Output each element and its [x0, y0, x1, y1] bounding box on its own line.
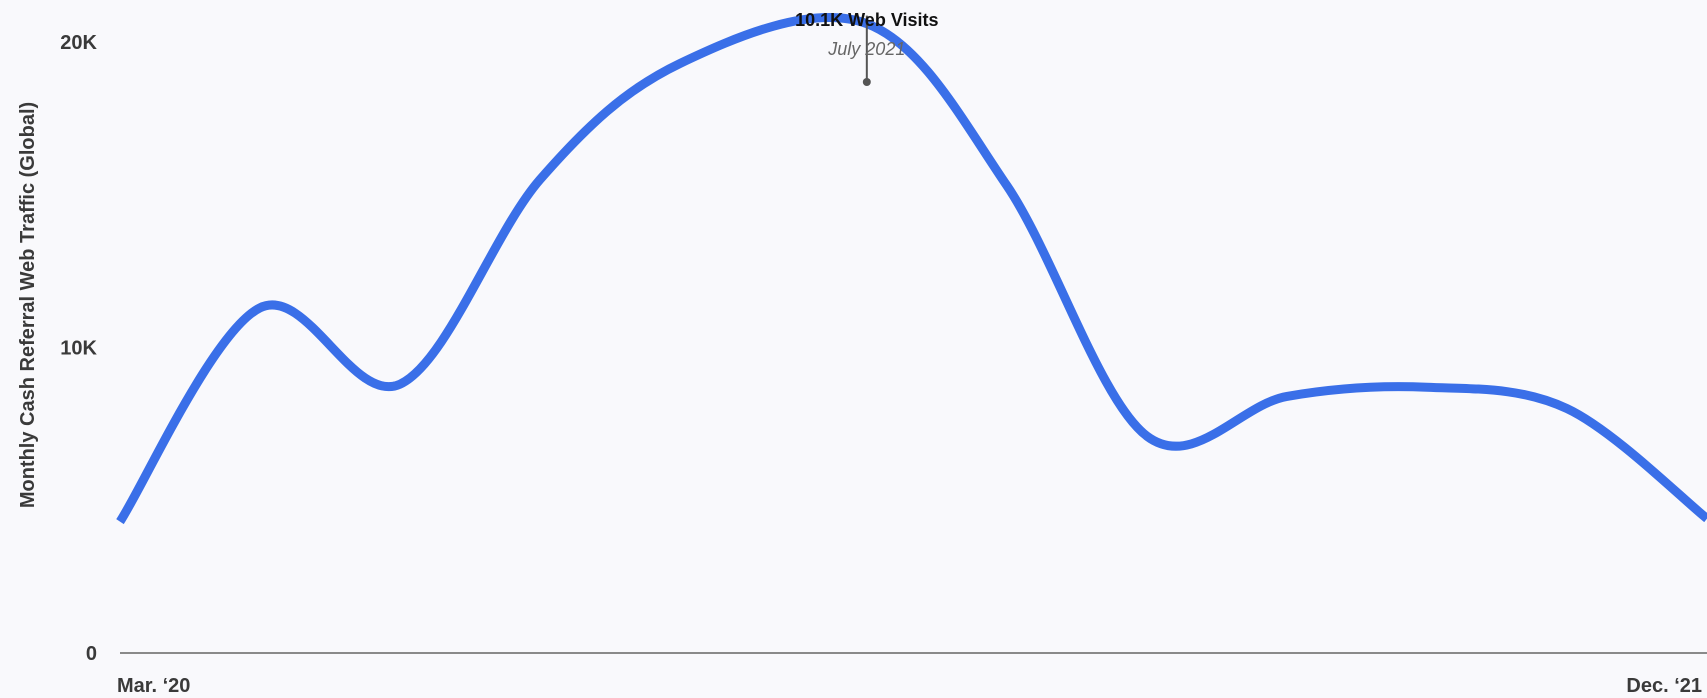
y-tick-label: 0: [86, 643, 97, 665]
x-tick-label-end: Dec. ‘21: [1626, 675, 1702, 697]
peak-annotation: 10.1K Web Visits July 2021: [795, 10, 939, 86]
y-tick-label: 10K: [60, 338, 97, 360]
series-line: [116, 12, 1707, 525]
annotation-subtitle: July 2021: [827, 39, 905, 59]
y-tick-label: 20K: [60, 32, 97, 54]
annotation-dot: [862, 78, 871, 86]
annotation-title: 10.1K Web Visits: [795, 10, 938, 30]
y-axis-title: Monthly Cash Referral Web Traffic (Globa…: [17, 102, 39, 508]
y-axis-ticks: 0 10K 20K: [60, 32, 97, 665]
x-tick-label-start: Mar. ‘20: [117, 675, 190, 697]
